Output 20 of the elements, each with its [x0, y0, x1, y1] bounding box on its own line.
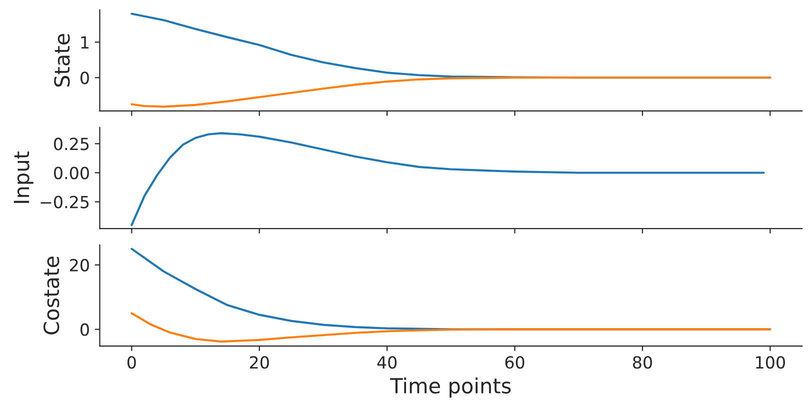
y-axis-title: Input [14, 151, 34, 203]
y-tick-label: 20 [70, 258, 89, 272]
y-tick-label: 0.25 [54, 138, 89, 150]
x-tick-label: 40 [377, 356, 397, 369]
x-tick-label: 0 [127, 356, 136, 369]
x-tick-label: 100 [756, 356, 785, 369]
y-tick-label: 0 [80, 72, 89, 84]
y-tick-label: 1 [81, 36, 88, 48]
x-tick-label: 60 [505, 356, 524, 369]
line-series [130, 132, 765, 226]
x-tick-label: 80 [632, 356, 652, 369]
line-series [130, 312, 772, 343]
x-axis-title: Time points [390, 377, 511, 398]
y-tick-label: −0.25 [40, 196, 89, 208]
x-tick-label: 20 [250, 356, 269, 369]
line-series [130, 76, 772, 108]
y-axis-title: State [54, 34, 70, 87]
y-tick-label: 0 [80, 323, 89, 336]
y-axis-title: Costate [43, 256, 60, 334]
y-tick-label: 0.00 [54, 166, 89, 180]
